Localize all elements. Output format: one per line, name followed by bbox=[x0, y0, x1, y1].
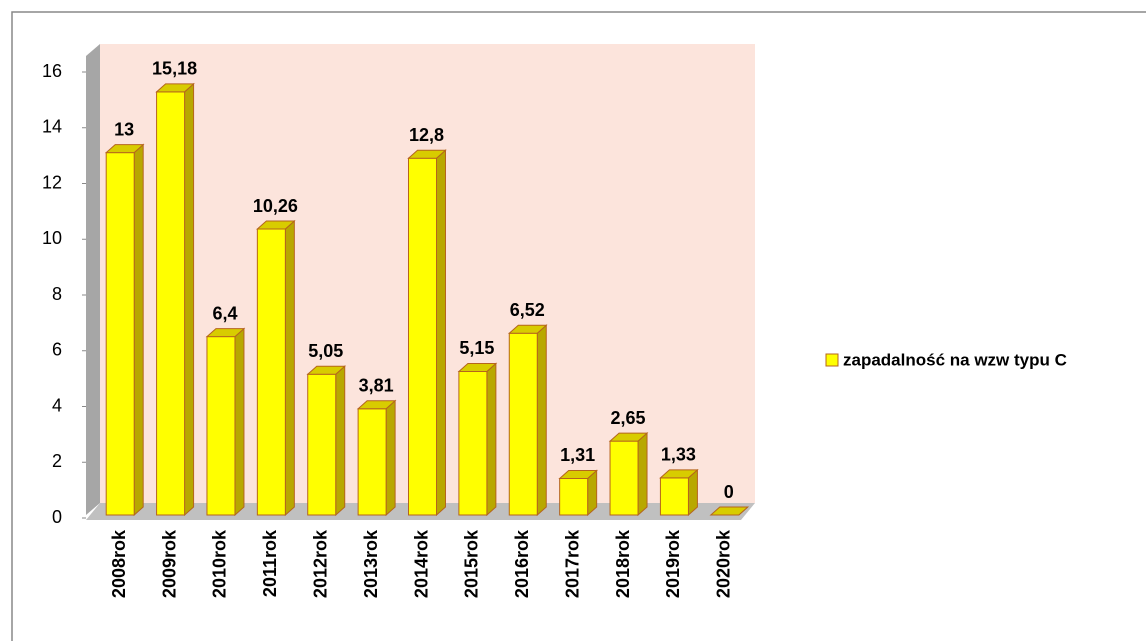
bar-top bbox=[155, 83, 195, 93]
bar-top bbox=[558, 469, 598, 479]
y-tick-label: 12 bbox=[42, 172, 62, 192]
bar bbox=[559, 477, 589, 516]
legend-swatch bbox=[825, 353, 839, 367]
bar-side bbox=[637, 432, 648, 517]
y-tick-label: 0 bbox=[52, 507, 62, 527]
x-tick-label: 2009rok bbox=[159, 529, 179, 598]
y-tick-label: 8 bbox=[52, 284, 62, 304]
bar-top bbox=[709, 506, 750, 516]
data-label: 0 bbox=[724, 482, 734, 502]
bar bbox=[105, 152, 135, 516]
bar bbox=[357, 408, 387, 516]
bar-side bbox=[436, 149, 446, 517]
bar-top bbox=[256, 220, 296, 230]
bar-side bbox=[284, 219, 295, 517]
data-label: 12,8 bbox=[409, 125, 444, 145]
bar-top bbox=[356, 400, 397, 410]
bar bbox=[307, 373, 337, 516]
bar bbox=[408, 157, 437, 516]
data-label: 2,65 bbox=[611, 408, 646, 428]
bar-top bbox=[407, 149, 447, 159]
bar-side bbox=[385, 399, 396, 517]
bar bbox=[609, 440, 639, 516]
x-tick-label: 2011rok bbox=[260, 529, 280, 597]
bar-top bbox=[104, 144, 145, 154]
bar bbox=[508, 332, 538, 516]
data-label: 15,18 bbox=[152, 59, 197, 79]
x-tick-label: 2014rok bbox=[411, 529, 431, 598]
bar-top bbox=[659, 469, 699, 479]
data-label: 5,05 bbox=[308, 341, 343, 361]
left-wall bbox=[86, 44, 100, 515]
bar-top bbox=[205, 328, 246, 338]
data-label: 1,31 bbox=[560, 445, 595, 465]
x-tick-label: 2015rok bbox=[462, 529, 482, 598]
x-tick-label: 2010rok bbox=[210, 529, 230, 598]
bar-top bbox=[507, 324, 548, 334]
x-tick-label: 2017rok bbox=[562, 529, 582, 598]
bar bbox=[256, 228, 286, 516]
bar-side bbox=[234, 327, 245, 517]
bar-top bbox=[457, 362, 498, 372]
y-tick-label: 4 bbox=[52, 395, 62, 415]
bar-top bbox=[608, 432, 649, 442]
bar-side bbox=[133, 143, 144, 517]
bar bbox=[458, 370, 488, 516]
y-tick-label: 14 bbox=[42, 117, 62, 137]
data-label: 13 bbox=[114, 119, 134, 139]
bar bbox=[156, 91, 186, 516]
x-tick-label: 2020rok bbox=[714, 529, 734, 598]
bar-top bbox=[306, 365, 347, 375]
data-label: 10,26 bbox=[253, 196, 298, 216]
y-tick-label: 2 bbox=[52, 451, 62, 471]
legend-label: zapadalność na wzw typu C bbox=[843, 350, 1067, 369]
x-tick-label: 2016rok bbox=[512, 529, 532, 598]
data-label: 6,52 bbox=[510, 300, 545, 320]
data-label: 1,33 bbox=[661, 445, 696, 465]
x-tick-label: 2018rok bbox=[613, 529, 633, 598]
data-label: 3,81 bbox=[359, 376, 394, 396]
bar-side bbox=[486, 362, 497, 517]
x-tick-label: 2012rok bbox=[310, 529, 330, 598]
y-tick-label: 10 bbox=[42, 228, 62, 248]
x-tick-label: 2019rok bbox=[663, 529, 683, 598]
bar-side bbox=[536, 324, 547, 517]
bar bbox=[659, 477, 689, 516]
x-tick-label: 2008rok bbox=[109, 529, 129, 598]
y-tick-label: 6 bbox=[52, 340, 62, 360]
bar-side bbox=[184, 82, 195, 517]
data-label: 5,15 bbox=[459, 338, 494, 358]
bar bbox=[206, 336, 236, 516]
data-label: 6,4 bbox=[212, 303, 237, 323]
y-tick-label: 16 bbox=[42, 61, 62, 81]
x-tick-label: 2013rok bbox=[361, 529, 381, 598]
bar-side bbox=[335, 365, 346, 517]
